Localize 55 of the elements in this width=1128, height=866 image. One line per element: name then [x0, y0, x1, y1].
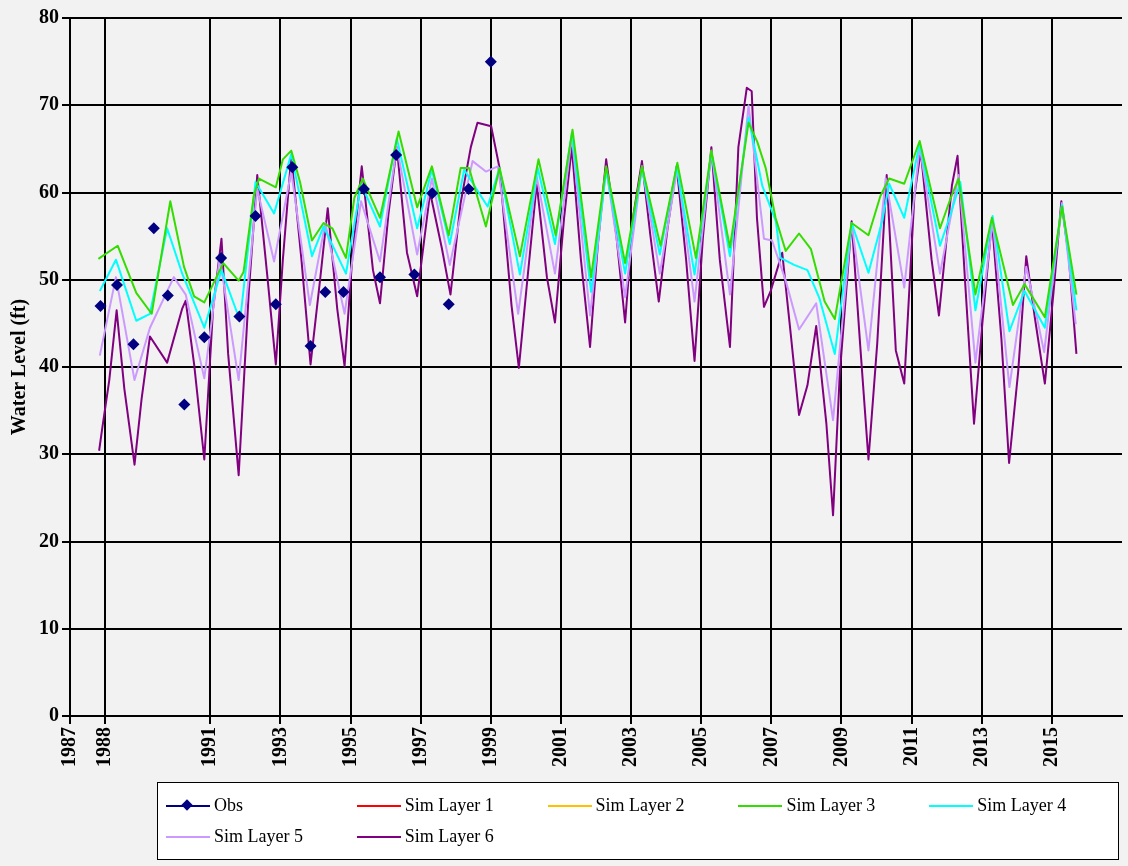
x-tick-label: 1999	[477, 727, 500, 767]
x-tick-label: 1987	[57, 727, 80, 767]
x-tick-label: 1991	[197, 727, 220, 767]
x-tick-label: 2001	[548, 727, 571, 767]
x-tick-label: 2013	[968, 727, 991, 767]
point	[215, 251, 228, 264]
point	[127, 338, 140, 351]
point	[286, 161, 299, 174]
legend-label: Sim Layer 2	[595, 795, 685, 816]
y-tick-label: 40	[39, 354, 59, 377]
point	[373, 271, 386, 284]
y-tick-label: 70	[39, 92, 59, 115]
x-tick-label: 2005	[688, 727, 711, 767]
point	[198, 331, 211, 344]
x-tick-label: 1988	[92, 727, 115, 767]
point	[94, 299, 107, 312]
point	[304, 340, 317, 353]
point	[390, 148, 403, 161]
y-tick-label: 30	[39, 441, 59, 464]
y-tick-label: 60	[39, 179, 59, 202]
y-tick-label: 50	[39, 266, 59, 289]
x-tick-label: 2007	[758, 727, 781, 767]
x-tick-label: 2011	[898, 727, 921, 766]
point	[319, 285, 332, 298]
point	[233, 310, 246, 323]
point	[337, 285, 350, 298]
x-tick-label: 1993	[267, 727, 290, 767]
point	[249, 210, 262, 223]
y-tick-label: 10	[39, 615, 59, 638]
y-tick-label: 80	[39, 5, 59, 28]
legend-label: Sim Layer 5	[214, 826, 303, 847]
y-tick-label: 20	[39, 528, 59, 551]
point	[462, 183, 475, 196]
point	[147, 222, 160, 235]
legend-label: Sim Layer 6	[404, 826, 494, 847]
point	[484, 55, 497, 68]
x-tick-label: 1995	[337, 727, 360, 767]
legend-label: Sim Layer 4	[977, 795, 1067, 816]
y-axis-title: Water Level (ft)	[7, 298, 31, 436]
y-tick-label: 0	[49, 703, 59, 726]
x-tick-label: 2015	[1039, 727, 1062, 767]
point	[269, 298, 282, 311]
point	[408, 268, 421, 281]
x-tick-label: 1997	[407, 727, 430, 767]
legend-label: Sim Layer 1	[404, 795, 494, 816]
point	[178, 398, 191, 411]
point	[442, 298, 455, 311]
point	[357, 183, 370, 196]
x-tick-label: 2003	[618, 727, 641, 767]
x-tick-label: 2009	[828, 727, 851, 767]
legend-label: Obs	[214, 795, 244, 816]
point	[110, 278, 123, 291]
point	[161, 289, 174, 302]
point	[426, 187, 439, 200]
legend-label: Sim Layer 3	[786, 795, 876, 816]
